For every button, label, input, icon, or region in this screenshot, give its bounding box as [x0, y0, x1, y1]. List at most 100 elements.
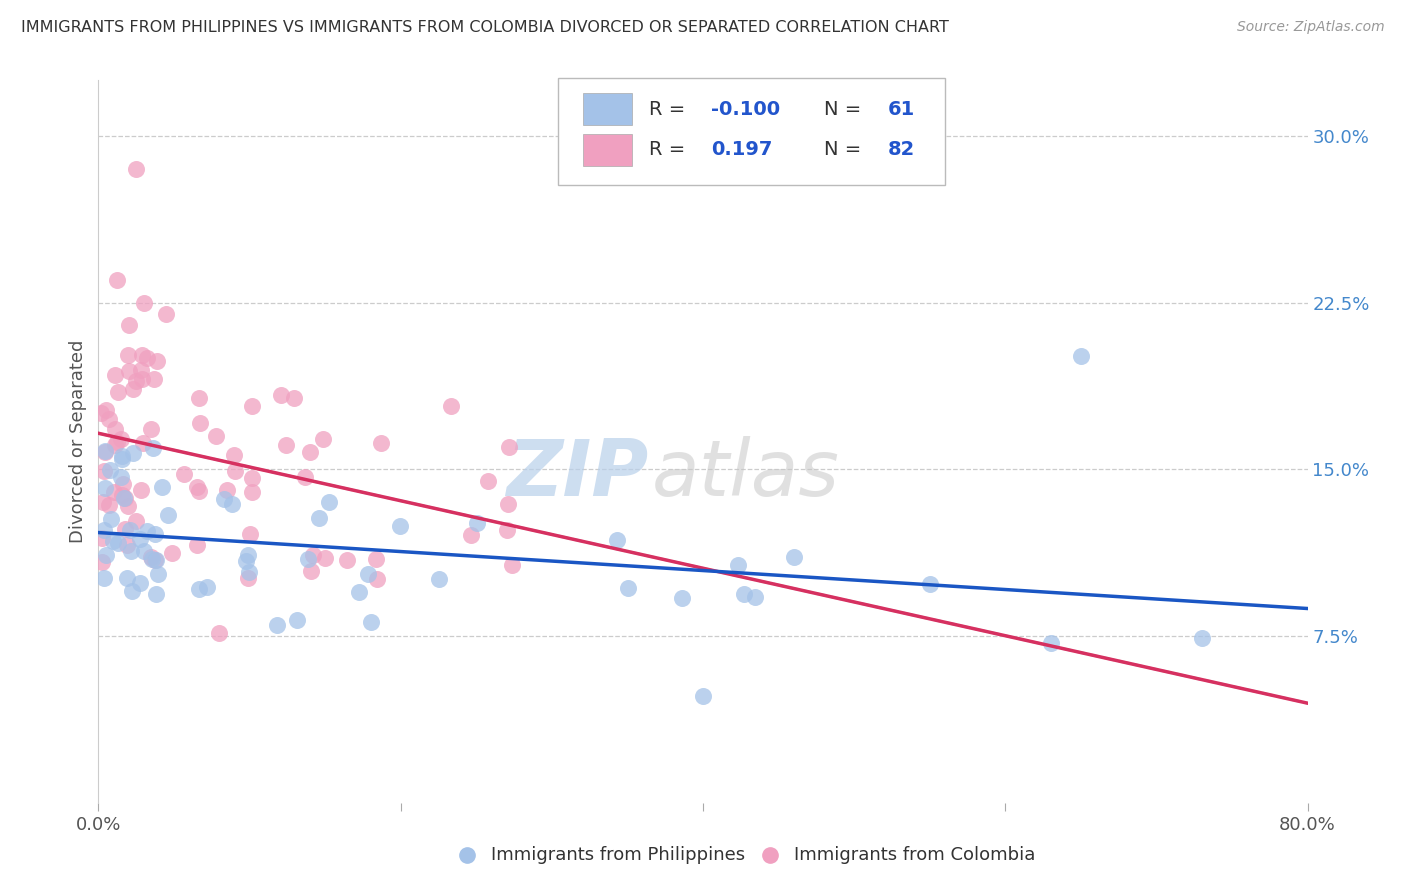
Point [104, 368, 127, 382]
Bar [583, 134, 631, 166]
Point [104, 437, 127, 451]
Point [118, 318, 141, 332]
Point [297, 552, 319, 566]
Point [357, 566, 380, 581]
Text: 61: 61 [889, 100, 915, 119]
Point [110, 469, 132, 483]
Point [131, 371, 153, 385]
Point [370, 435, 392, 450]
Point [107, 385, 129, 400]
Point [240, 484, 263, 499]
Point [188, 416, 211, 430]
Point [110, 449, 132, 463]
Point [195, 580, 218, 594]
Point [132, 295, 155, 310]
Point [93, 481, 115, 495]
Point [125, 514, 148, 528]
Point [224, 448, 246, 462]
Point [122, 446, 145, 460]
Point [299, 564, 322, 578]
Point [120, 543, 142, 558]
Point [112, 491, 135, 506]
Point [298, 445, 321, 459]
Text: Immigrants from Philippines: Immigrants from Philippines [492, 846, 745, 863]
Point [100, 512, 122, 526]
Point [125, 374, 148, 388]
Point [238, 571, 260, 585]
Point [366, 572, 388, 586]
Point [114, 522, 136, 536]
Point [616, 582, 638, 596]
Point [783, 549, 806, 564]
Point [91, 495, 114, 509]
Text: Immigrants from Colombia: Immigrants from Colombia [793, 846, 1035, 863]
Point [187, 391, 209, 405]
Point [186, 480, 208, 494]
Point [186, 538, 208, 552]
Point [314, 551, 336, 566]
Point [1191, 632, 1213, 646]
Point [143, 553, 166, 567]
Point [302, 548, 325, 562]
Point [173, 467, 195, 481]
Text: ZIP: ZIP [506, 436, 648, 512]
Point [103, 485, 125, 500]
Point [105, 435, 128, 450]
Point [460, 527, 482, 541]
Point [918, 577, 941, 591]
Point [139, 550, 162, 565]
Point [283, 391, 305, 405]
Point [93, 523, 115, 537]
Point [238, 565, 260, 579]
Point [236, 549, 259, 563]
Point [141, 552, 163, 566]
Text: -0.100: -0.100 [711, 100, 780, 119]
Point [129, 533, 152, 547]
Point [221, 497, 243, 511]
Point [336, 553, 359, 567]
Point [114, 491, 136, 505]
Point [90, 555, 112, 569]
Point [477, 474, 499, 488]
Point [98, 463, 121, 477]
Point [105, 273, 128, 287]
Point [115, 538, 138, 552]
Point [155, 307, 177, 321]
Point [215, 483, 238, 497]
Point [308, 511, 330, 525]
Point [143, 527, 166, 541]
Text: IMMIGRANTS FROM PHILIPPINES VS IMMIGRANTS FROM COLOMBIA DIVORCED OR SEPARATED CO: IMMIGRANTS FROM PHILIPPINES VS IMMIGRANT… [21, 20, 949, 35]
Point [150, 479, 173, 493]
Point [496, 523, 519, 537]
Point [143, 372, 166, 386]
Point [727, 558, 749, 572]
Point [125, 162, 148, 177]
Point [122, 382, 145, 396]
Point [118, 364, 141, 378]
Point [94, 443, 117, 458]
Point [93, 571, 115, 585]
Text: atlas: atlas [652, 436, 841, 512]
Point [139, 422, 162, 436]
Point [208, 626, 231, 640]
Point [117, 348, 139, 362]
Point [135, 351, 157, 365]
Point [389, 519, 412, 533]
Point [692, 689, 714, 703]
Point [427, 572, 450, 586]
Point [136, 524, 159, 538]
Point [142, 441, 165, 455]
Point [94, 402, 117, 417]
Point [188, 582, 211, 596]
Point [145, 587, 167, 601]
Bar [583, 94, 631, 125]
Point [1070, 349, 1092, 363]
Point [160, 545, 183, 559]
Point [148, 566, 170, 581]
Point [744, 590, 766, 604]
Point [118, 523, 141, 537]
Text: Source: ZipAtlas.com: Source: ZipAtlas.com [1237, 20, 1385, 34]
Point [187, 484, 209, 499]
Point [132, 543, 155, 558]
Text: 82: 82 [889, 140, 915, 159]
